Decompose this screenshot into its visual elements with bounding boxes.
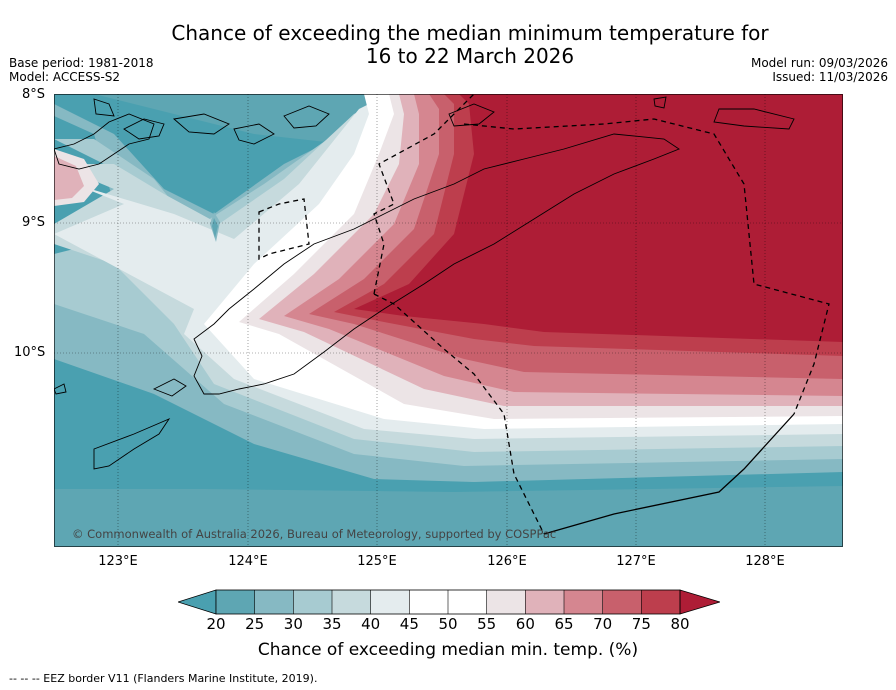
lon-label-127e: 127°E [616, 554, 656, 569]
island-coastline-2 [172, 113, 230, 135]
lon-label-128e: 128°E [745, 554, 785, 569]
colorbar-segment [370, 590, 410, 614]
issued-date: Issued: 11/03/2026 [772, 70, 888, 84]
map-title-line2: 16 to 22 March 2026 [365, 44, 575, 68]
colorbar-tick-label: 60 [515, 615, 535, 633]
model-name: Model: ACCESS-S2 [9, 70, 121, 84]
eez-border [258, 94, 830, 535]
colorbar-tick-label: 75 [631, 615, 651, 633]
map-frame [54, 94, 843, 547]
copyright-notice: © Commonwealth of Australia 2026, Bureau… [72, 527, 556, 541]
colorbar-tick-label: 70 [593, 615, 613, 633]
colorbar-segment [525, 590, 564, 614]
colorbar-tick-label: 25 [245, 615, 265, 633]
colorbar-segment [448, 590, 487, 614]
colorbar-segment [409, 590, 448, 614]
map-title-line1: Chance of exceeding the median minimum t… [171, 21, 769, 45]
base-period: Base period: 1981-2018 [9, 56, 154, 70]
graticule [54, 94, 843, 547]
island-coastline-3 [233, 123, 275, 145]
lon-label-125e: 125°E [357, 554, 397, 569]
colorbar-tick-label: 30 [283, 615, 303, 633]
island-coastline-1 [123, 118, 165, 140]
colorbar-tick-label: 80 [670, 615, 690, 633]
lat-label-9s: 9°S [22, 215, 46, 230]
colorbar-segment [332, 590, 371, 614]
rote-coastline [152, 378, 187, 397]
probability-map: © Commonwealth of Australia 2026, Bureau… [54, 94, 843, 547]
lon-label-124e: 124°E [228, 554, 268, 569]
colorbar-title: Chance of exceeding median min. temp. (%… [257, 640, 639, 660]
island-coastline-8 [54, 383, 67, 395]
lat-label-10s: 10°S [14, 345, 46, 360]
lon-label-126e: 126°E [487, 554, 527, 569]
colorbar-frame [215, 589, 681, 615]
coastlines [54, 96, 795, 470]
contour-blob-west-inner [54, 156, 84, 200]
colorbar [178, 589, 720, 615]
colorbar-tick-label: 50 [438, 615, 458, 633]
colorbar-segment [641, 590, 680, 614]
colorbar-segment [564, 590, 603, 614]
colorbar-segment [602, 590, 642, 614]
wetar-coastline [448, 103, 495, 127]
island-coastline-4 [283, 105, 330, 129]
lon-label-123e: 123°E [98, 554, 138, 569]
island-coastline-5 [93, 98, 115, 117]
colorbar-segment [293, 590, 332, 614]
colorbar-tick-label: 55 [477, 615, 497, 633]
eez-footnote: -- -- -- EEZ border V11 (Flanders Marine… [9, 672, 318, 685]
island-coastline-6 [653, 96, 667, 109]
colorbar-segment [254, 590, 294, 614]
island-coastline-7 [713, 108, 795, 130]
colorbar-segment [216, 590, 255, 614]
colorbar-tick-label: 20 [206, 615, 226, 633]
flores-coastline [54, 113, 155, 170]
colorbar-tick-label: 40 [361, 615, 381, 633]
lat-label-8s: 8°S [22, 87, 46, 102]
colorbar-over-arrow [679, 589, 720, 615]
eez-solid-border [543, 413, 795, 535]
colorbar-segment [486, 590, 526, 614]
colorbar-tick-label: 65 [554, 615, 574, 633]
colorbar-tick-label: 35 [322, 615, 342, 633]
savu-coastline [93, 417, 171, 470]
contour-band-80 [354, 94, 843, 342]
timor-coastline [193, 133, 680, 395]
colorbar-tick-label: 45 [399, 615, 419, 633]
model-run: Model run: 09/03/2026 [750, 56, 888, 70]
colorbar-under-arrow [178, 589, 217, 615]
